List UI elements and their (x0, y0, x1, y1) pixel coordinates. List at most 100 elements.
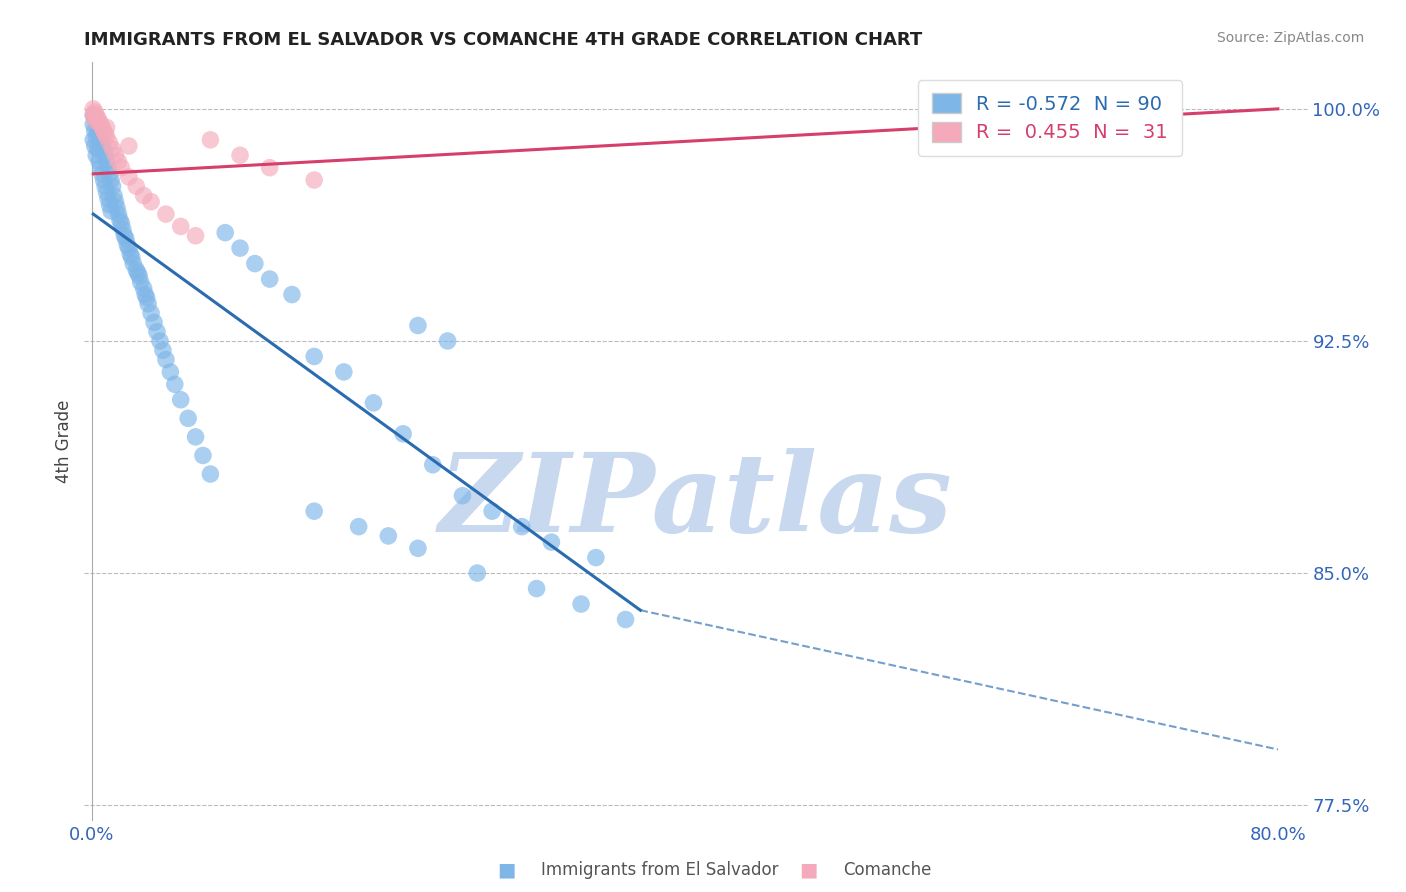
Point (89, 127, 111, 141)
Point (163, 377, 186, 392)
Point (229, 241, 252, 255)
Point (139, 306, 162, 320)
Point (117, 238, 139, 252)
Point (83, 139, 105, 153)
Point (191, 449, 214, 463)
Point (406, 541, 429, 556)
Point (82, 133, 104, 147)
Point (82, 108, 104, 122)
Point (96, 129, 118, 144)
Point (98, 136, 121, 150)
Point (302, 173, 325, 187)
Point (93, 173, 115, 187)
Point (82, 102, 104, 116)
Point (82, 108, 104, 122)
Point (90, 117, 112, 131)
Point (200, 133, 222, 147)
Point (84, 148, 107, 162)
Text: ■: ■ (799, 860, 818, 880)
Point (481, 504, 503, 518)
Point (184, 228, 207, 243)
Point (103, 188, 125, 202)
Point (451, 489, 474, 503)
Point (135, 291, 157, 305)
Point (93, 142, 115, 156)
Text: ■: ■ (496, 860, 516, 880)
Point (84, 129, 107, 144)
Point (89, 114, 111, 128)
Legend: R = -0.572  N = 90, R =  0.455  N =  31: R = -0.572 N = 90, R = 0.455 N = 31 (918, 79, 1181, 156)
Point (118, 169, 141, 184)
Point (110, 161, 132, 175)
Point (540, 535, 562, 549)
Point (98, 167, 121, 181)
Point (91, 167, 114, 181)
Point (392, 426, 415, 441)
Point (281, 287, 304, 301)
Point (112, 228, 135, 243)
Point (136, 297, 159, 311)
Point (436, 334, 458, 348)
Point (111, 222, 134, 236)
Point (465, 566, 488, 580)
Point (259, 161, 281, 175)
Text: Source: ZipAtlas.com: Source: ZipAtlas.com (1216, 31, 1364, 45)
Point (101, 179, 124, 194)
Point (129, 275, 152, 289)
Point (96, 154, 118, 169)
Point (83, 111, 105, 125)
Point (94, 127, 117, 141)
Point (93, 123, 115, 137)
Point (177, 411, 200, 425)
Point (526, 582, 548, 596)
Point (510, 519, 533, 533)
Point (132, 188, 155, 202)
Text: Comanche: Comanche (844, 861, 932, 879)
Point (149, 334, 172, 348)
Point (422, 458, 444, 472)
Point (333, 365, 356, 379)
Point (86, 120, 108, 135)
Point (259, 272, 281, 286)
Point (139, 194, 162, 209)
Point (90, 161, 112, 175)
Point (363, 396, 385, 410)
Point (152, 343, 174, 358)
Point (159, 365, 181, 379)
Point (94, 179, 117, 194)
Point (91, 136, 114, 150)
Point (84, 114, 107, 128)
Point (97, 161, 120, 175)
Point (347, 519, 370, 533)
Point (184, 430, 207, 444)
Point (97, 192, 120, 206)
Point (125, 262, 148, 277)
Point (614, 612, 637, 626)
Point (104, 148, 127, 162)
Point (122, 257, 145, 271)
Point (105, 201, 128, 215)
Point (146, 325, 169, 339)
Point (98, 198, 121, 212)
Point (108, 213, 131, 227)
Point (83, 111, 105, 125)
Point (84, 114, 107, 128)
Point (100, 173, 122, 187)
Point (302, 350, 325, 364)
Point (110, 216, 132, 230)
Point (128, 268, 150, 283)
Point (134, 287, 156, 301)
Point (170, 392, 193, 407)
Point (302, 504, 325, 518)
Point (96, 120, 118, 135)
Point (214, 226, 236, 240)
Point (125, 179, 148, 194)
Text: ZIPatlas: ZIPatlas (439, 449, 953, 556)
Point (104, 194, 127, 209)
Point (121, 251, 143, 265)
Point (84, 108, 107, 122)
Point (118, 241, 141, 255)
Point (90, 133, 112, 147)
Point (82, 117, 104, 131)
Point (94, 148, 117, 162)
